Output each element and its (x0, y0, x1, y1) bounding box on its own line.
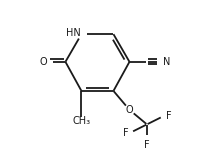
Text: F: F (144, 140, 150, 150)
Text: O: O (126, 105, 133, 115)
Text: O: O (39, 57, 47, 67)
Text: HN: HN (66, 28, 81, 38)
Text: F: F (123, 128, 128, 138)
Text: CH₃: CH₃ (72, 116, 90, 126)
Text: N: N (163, 57, 170, 67)
Text: F: F (166, 111, 171, 121)
